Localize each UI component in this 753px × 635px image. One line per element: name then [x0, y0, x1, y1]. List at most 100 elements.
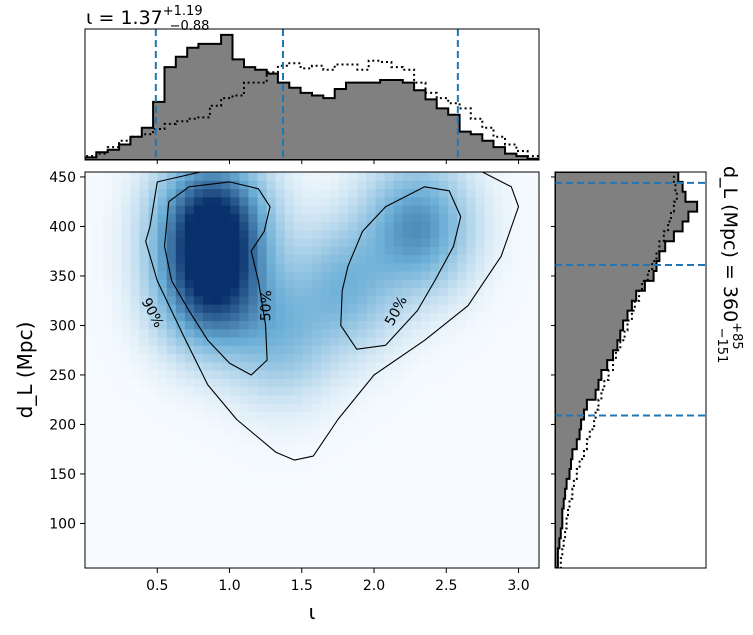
heatmap-cell	[529, 419, 539, 429]
heatmap-cell	[411, 221, 422, 231]
heatmap-cell	[420, 535, 431, 544]
heatmap-cell	[166, 559, 177, 568]
heatmap-cell	[284, 493, 295, 503]
heatmap-cell	[420, 196, 431, 206]
heatmap-cell	[248, 345, 259, 355]
heatmap-cell	[248, 328, 259, 338]
heatmap-cell	[520, 427, 531, 437]
heatmap-cell	[139, 543, 150, 553]
heatmap-cell	[103, 271, 113, 280]
heatmap-cell	[384, 436, 395, 445]
heatmap-cell	[357, 386, 368, 396]
heatmap-cell	[121, 370, 131, 379]
heatmap-cell	[166, 378, 177, 388]
heatmap-cell	[275, 279, 286, 289]
heatmap-cell	[366, 213, 377, 223]
heatmap-cell	[420, 502, 431, 511]
heatmap-cell	[457, 543, 467, 553]
heatmap-cell	[266, 559, 277, 568]
heatmap-cell	[439, 559, 449, 568]
heatmap-cell	[94, 394, 104, 404]
heatmap-cell	[339, 485, 349, 495]
heatmap-cell	[384, 287, 395, 297]
heatmap-cell	[502, 304, 513, 313]
heatmap-cell	[103, 543, 113, 553]
heatmap-cell	[312, 361, 322, 371]
heatmap-cell	[121, 403, 131, 412]
heatmap-cell	[212, 452, 222, 462]
heatmap-cell	[402, 345, 413, 355]
heatmap-cell	[112, 172, 122, 181]
heatmap-cell	[212, 551, 222, 561]
heatmap-cell	[193, 378, 204, 388]
heatmap-cell	[130, 196, 141, 206]
heatmap-cell	[184, 172, 195, 181]
heatmap-cell	[393, 320, 404, 330]
heatmap-cell	[475, 262, 486, 272]
heatmap-cell	[375, 188, 386, 198]
heatmap-cell	[103, 328, 113, 338]
heatmap-cell	[475, 493, 486, 503]
heatmap-cell	[457, 320, 467, 330]
heatmap-cell	[248, 196, 259, 206]
heatmap-cell	[284, 320, 295, 330]
heatmap-cell	[112, 477, 122, 487]
heatmap-cell	[257, 279, 268, 289]
heatmap-cell	[384, 229, 395, 239]
heatmap-cell	[511, 205, 522, 214]
heatmap-cell	[393, 526, 404, 536]
heatmap-cell	[502, 238, 513, 247]
heatmap-cell	[121, 436, 131, 445]
heatmap-cell	[184, 460, 195, 470]
heatmap-cell	[94, 196, 104, 206]
heatmap-cell	[448, 196, 458, 206]
heatmap-cell	[166, 345, 177, 355]
heatmap-cell	[121, 353, 131, 363]
heatmap-cell	[430, 353, 440, 363]
heatmap-cell	[85, 304, 95, 313]
heatmap-cell	[466, 493, 477, 503]
heatmap-cell	[212, 559, 222, 568]
heatmap-cell	[157, 246, 168, 256]
heatmap-cell	[221, 312, 231, 322]
heatmap-cell	[212, 394, 222, 404]
heatmap-cell	[257, 526, 268, 536]
heatmap-cell	[384, 279, 395, 289]
heatmap-cell	[393, 427, 404, 437]
heatmap-cell	[248, 477, 259, 487]
heatmap-cell	[94, 510, 104, 520]
heatmap-cell	[121, 394, 131, 404]
heatmap-cell	[529, 328, 539, 338]
heatmap-cell	[85, 229, 95, 239]
heatmap-cell	[175, 312, 186, 322]
heatmap-cell	[266, 328, 277, 338]
heatmap-cell	[148, 452, 159, 462]
heatmap-cell	[85, 353, 95, 363]
heatmap-cell	[239, 403, 250, 412]
heatmap-cell	[321, 485, 331, 495]
heatmap-cell	[184, 287, 195, 297]
heatmap-cell	[184, 238, 195, 247]
heatmap-cell	[175, 411, 186, 421]
heatmap-cell	[348, 559, 358, 568]
heatmap-cell	[257, 312, 268, 322]
heatmap-cell	[157, 493, 168, 503]
heatmap-cell	[375, 436, 386, 445]
heatmap-cell	[511, 469, 522, 478]
heatmap-cell	[212, 188, 222, 198]
heatmap-cell	[148, 526, 159, 536]
heatmap-cell	[221, 460, 231, 470]
heatmap-cell	[239, 353, 250, 363]
heatmap-cell	[175, 559, 186, 568]
heatmap-cell	[212, 518, 222, 528]
heatmap-cell	[275, 221, 286, 231]
heatmap-cell	[366, 361, 377, 371]
heatmap-cell	[94, 295, 104, 305]
heatmap-cell	[284, 419, 295, 429]
heatmap-cell	[321, 394, 331, 404]
heatmap-cell	[357, 353, 368, 363]
heatmap-cell	[475, 370, 486, 379]
heatmap-cell	[203, 378, 213, 388]
heatmap-cell	[357, 262, 368, 272]
